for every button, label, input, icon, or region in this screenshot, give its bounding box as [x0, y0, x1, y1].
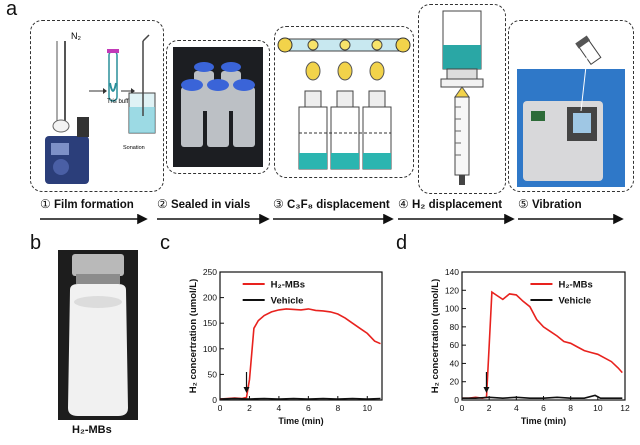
injection-arrow-head: [243, 387, 250, 393]
vial-label: H₂-MBs: [72, 424, 112, 436]
x-tick-label: 6: [306, 403, 311, 413]
y-axis-label: H₂ concertration (umol/L): [188, 279, 199, 394]
step-2-sealed-vials: ② Sealed in vials: [157, 197, 250, 211]
y-tick-label: 0: [212, 395, 217, 405]
stage-sealed-vials: [166, 40, 270, 174]
x-tick-label: 6: [541, 403, 546, 413]
stage-h2-displacement: [418, 4, 506, 194]
step-1-film-formation: ① Film formation: [40, 197, 134, 211]
y-tick-label: 150: [203, 318, 217, 328]
legend-label: Vehicle: [558, 296, 591, 307]
step-4-h2-displacement: ④ H₂ displacement: [398, 197, 502, 211]
series-line-1: [462, 394, 623, 400]
step-5-label: Vibration: [531, 199, 582, 211]
panel-label-c: c: [160, 232, 170, 254]
vibration-photo: [517, 35, 625, 187]
step-3-c3f8-displacement: ③ C₃F₈ displacement: [273, 197, 390, 211]
x-tick-label: 2: [247, 403, 252, 413]
step-arrows: [40, 214, 624, 225]
y-tick-label: 20: [450, 377, 460, 387]
y-tick-label: 80: [450, 322, 460, 332]
stage-film-formation: N₂ Tris buffer Sonation: [30, 20, 164, 192]
step-5-number: ⑤: [518, 197, 529, 211]
y-tick-label: 40: [450, 358, 460, 368]
y-tick-label: 250: [203, 267, 217, 277]
x-tick-label: 8: [335, 403, 340, 413]
sealed-vials-photo: [173, 47, 263, 167]
x-tick-label: 8: [568, 403, 573, 413]
x-tick-label: 0: [218, 403, 223, 413]
legend-label: H₂-MBs: [558, 280, 592, 291]
step-2-number: ②: [157, 197, 168, 211]
series-line-0: [219, 308, 381, 400]
h2-mbs-vial-photo: [58, 250, 138, 420]
y-axis-label: H₂ concertration (umol/L): [430, 279, 441, 394]
x-tick-label: 0: [460, 403, 465, 413]
chart-c: 0 50 100 150 200 250 0 2 4 6 8 10 Time (min) H₂ conce…: [188, 267, 383, 426]
x-tick-label: 2: [487, 403, 492, 413]
step-3-label: C₃F₈ displacement: [286, 199, 390, 211]
y-tick-label: 100: [203, 344, 217, 354]
plot-frame: [219, 271, 383, 401]
film-formation-illustration: N₂ Tris buffer Sonation: [45, 31, 156, 184]
step-5-vibration: ⑤ Vibration: [518, 197, 582, 211]
panel-label-b: b: [30, 232, 42, 254]
tris-buffer-label: Tris buffer: [107, 99, 134, 105]
x-tick-label: 10: [363, 403, 373, 413]
series-line-1: [219, 397, 381, 400]
stage-c3f8-displacement: [274, 26, 414, 178]
y-tick-label: 120: [445, 285, 459, 295]
x-tick-label: 4: [514, 403, 519, 413]
y-tick-label: 200: [203, 293, 217, 303]
step-4-label: H₂ displacement: [411, 199, 503, 211]
y-tick-label: 60: [450, 340, 460, 350]
step-1-number: ①: [40, 197, 51, 211]
y-tick-label: 140: [445, 267, 459, 277]
legend-label: Vehicle: [271, 296, 304, 307]
series-line-0: [462, 290, 623, 400]
panel-label-d: d: [396, 232, 408, 254]
y-tick-label: 50: [208, 369, 218, 379]
legend-label: H₂-MBs: [271, 280, 305, 291]
chart-d: 0 20 40 60 80 100 120 140 0 2 4 6 8 10 12 Time (min) H₂ …: [430, 267, 630, 426]
h2-displacement-illustration: [440, 10, 484, 185]
x-tick-label: 4: [277, 403, 282, 413]
step-3-number: ③: [273, 197, 284, 211]
x-axis-label: Time (min): [278, 416, 323, 426]
step-4-number: ④: [398, 197, 409, 211]
panel-label-a: a: [6, 0, 18, 20]
injection-arrow-head: [483, 387, 490, 393]
step-1-label: Film formation: [53, 199, 134, 211]
sonation-label: Sonation: [123, 145, 145, 151]
y-tick-label: 0: [454, 395, 459, 405]
step-2-label: Sealed in vials: [170, 199, 251, 211]
stage-vibration: [508, 20, 634, 192]
y-tick-label: 100: [445, 304, 459, 314]
gas-label: N₂: [71, 31, 81, 41]
x-axis-label: Time (min): [521, 416, 566, 426]
x-tick-label: 10: [593, 403, 603, 413]
x-tick-label: 12: [620, 403, 630, 413]
c3f8-displacement-illustration: [277, 37, 411, 170]
